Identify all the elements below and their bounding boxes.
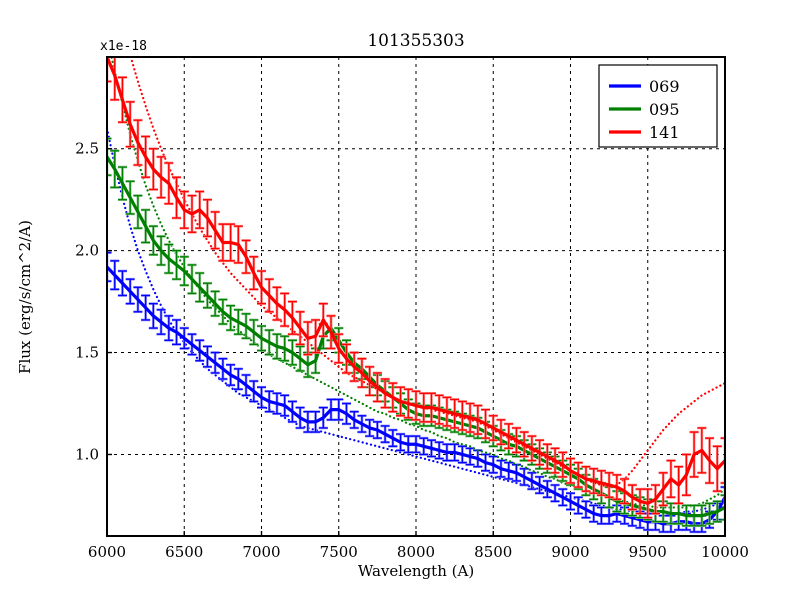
x-tick-label: 7500 xyxy=(320,543,358,561)
series-141 xyxy=(107,57,725,519)
page-title: 101355303 xyxy=(367,31,464,51)
legend-item-069[interactable]: 069 xyxy=(609,77,680,96)
y-axis-ticks: 1.0 1.5 2.0 2.5 xyxy=(75,140,112,463)
y-axis-offset-label: x1e-18 xyxy=(100,39,147,54)
legend[interactable]: 069 095 141 xyxy=(598,64,718,148)
x-axis-label: Wavelength (A) xyxy=(358,562,474,580)
x-tick-label: 10000 xyxy=(701,543,749,561)
legend-label-069: 069 xyxy=(649,77,680,96)
series-069 xyxy=(107,127,725,534)
legend-item-141[interactable]: 141 xyxy=(609,123,680,142)
model-curve-141 xyxy=(129,57,725,489)
legend-item-095[interactable]: 095 xyxy=(609,100,680,119)
x-tick-label: 8500 xyxy=(474,543,512,561)
x-tick-label: 6000 xyxy=(88,543,126,561)
x-tick-label: 6500 xyxy=(165,543,203,561)
errorbars-core-141 xyxy=(107,57,725,519)
x-axis-ticks: 6000 6500 7000 7500 8000 8500 9000 9500 10000 xyxy=(88,531,749,561)
x-tick-label: 9000 xyxy=(551,543,589,561)
y-tick-label: 2.0 xyxy=(75,242,99,260)
data-series-layer xyxy=(107,57,725,534)
y-tick-label: 2.5 xyxy=(75,140,99,158)
data-line-141 xyxy=(107,57,725,505)
x-tick-label: 9500 xyxy=(629,543,667,561)
data-line-069 xyxy=(107,265,725,526)
x-tick-label: 8000 xyxy=(397,543,435,561)
y-tick-label: 1.5 xyxy=(75,344,99,362)
legend-label-141: 141 xyxy=(649,123,680,142)
y-tick-label: 1.0 xyxy=(75,445,99,463)
model-curve-095 xyxy=(110,57,725,509)
y-axis-label: Flux (erg/s/cm^2/A) xyxy=(16,220,34,374)
x-tick-label: 7000 xyxy=(242,543,280,561)
model-curve-069 xyxy=(107,127,725,515)
legend-label-095: 095 xyxy=(649,100,680,119)
